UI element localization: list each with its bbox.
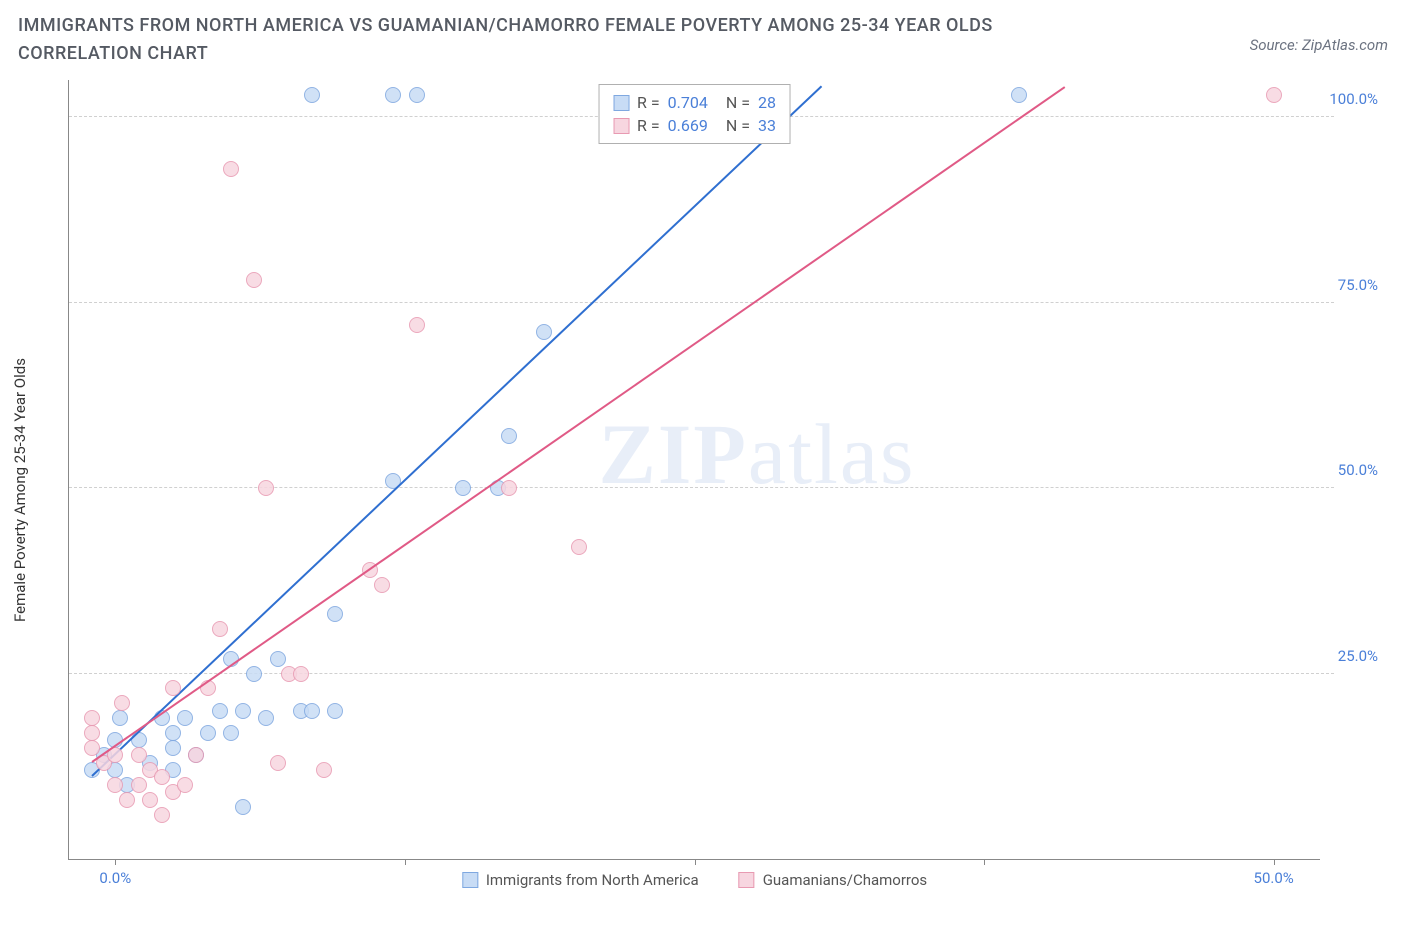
data-point bbox=[154, 769, 170, 785]
legend-stats-row: R = 0.669 N = 33 bbox=[613, 114, 776, 137]
x-tick-label: 0.0% bbox=[99, 869, 131, 887]
data-point bbox=[304, 703, 320, 719]
data-point bbox=[409, 317, 425, 333]
n-value: 33 bbox=[758, 116, 776, 135]
data-point bbox=[165, 725, 181, 741]
data-point bbox=[142, 792, 158, 808]
data-point bbox=[246, 272, 262, 288]
watermark: ZIPatlas bbox=[599, 404, 916, 504]
data-point bbox=[316, 762, 332, 778]
data-point bbox=[327, 703, 343, 719]
data-point bbox=[327, 606, 343, 622]
gridline bbox=[69, 302, 1334, 303]
y-tick-label: 100.0% bbox=[1329, 90, 1378, 108]
data-point bbox=[258, 710, 274, 726]
source-attribution: Source: ZipAtlas.com bbox=[1250, 36, 1388, 54]
y-tick-label: 75.0% bbox=[1338, 276, 1378, 294]
legend-swatch bbox=[462, 872, 478, 888]
stat-label: N = bbox=[726, 116, 750, 135]
data-point bbox=[270, 755, 286, 771]
data-point bbox=[165, 680, 181, 696]
data-point bbox=[258, 480, 274, 496]
data-point bbox=[223, 725, 239, 741]
data-point bbox=[154, 807, 170, 823]
data-point bbox=[235, 799, 251, 815]
legend-item: Guamanians/Chamorros bbox=[739, 871, 927, 889]
data-point bbox=[246, 666, 262, 682]
data-point bbox=[119, 792, 135, 808]
trend-line bbox=[92, 86, 1066, 763]
x-tick-mark bbox=[1274, 859, 1275, 865]
data-point bbox=[131, 747, 147, 763]
legend-swatch bbox=[739, 872, 755, 888]
data-point bbox=[84, 725, 100, 741]
data-point bbox=[112, 710, 128, 726]
data-point bbox=[84, 710, 100, 726]
data-point bbox=[212, 621, 228, 637]
stats-legend: R = 0.704 N = 28 R = 0.669 N = 33 bbox=[598, 84, 791, 144]
data-point bbox=[501, 428, 517, 444]
data-point bbox=[304, 87, 320, 103]
r-value: 0.704 bbox=[668, 93, 708, 112]
x-tick-mark bbox=[115, 859, 116, 865]
data-point bbox=[177, 777, 193, 793]
x-minor-tick bbox=[984, 859, 985, 865]
data-point bbox=[177, 710, 193, 726]
data-point bbox=[1266, 87, 1282, 103]
data-point bbox=[501, 480, 517, 496]
series-name: Guamanians/Chamorros bbox=[763, 871, 927, 889]
data-point bbox=[84, 740, 100, 756]
x-minor-tick bbox=[405, 859, 406, 865]
data-point bbox=[114, 695, 130, 711]
data-point bbox=[235, 703, 251, 719]
y-axis-label: Female Poverty Among 25-34 Year Olds bbox=[11, 358, 29, 622]
x-minor-tick bbox=[695, 859, 696, 865]
n-value: 28 bbox=[758, 93, 776, 112]
data-point bbox=[409, 87, 425, 103]
legend-swatch bbox=[613, 118, 629, 134]
legend-stats-row: R = 0.704 N = 28 bbox=[613, 91, 776, 114]
data-point bbox=[223, 161, 239, 177]
data-point bbox=[107, 777, 123, 793]
stat-label: R = bbox=[637, 116, 660, 135]
series-name: Immigrants from North America bbox=[486, 871, 699, 889]
x-tick-label: 50.0% bbox=[1254, 869, 1294, 887]
data-point bbox=[131, 777, 147, 793]
data-point bbox=[270, 651, 286, 667]
legend-swatch bbox=[613, 95, 629, 111]
y-tick-label: 50.0% bbox=[1338, 461, 1378, 479]
data-point bbox=[536, 324, 552, 340]
data-point bbox=[385, 87, 401, 103]
chart-container: Female Poverty Among 25-34 Year Olds ZIP… bbox=[40, 80, 1380, 900]
r-value: 0.669 bbox=[668, 116, 708, 135]
series-legend: Immigrants from North America Guamanians/… bbox=[462, 871, 927, 889]
legend-item: Immigrants from North America bbox=[462, 871, 699, 889]
data-point bbox=[1011, 87, 1027, 103]
data-point bbox=[374, 577, 390, 593]
stat-label: N = bbox=[726, 93, 750, 112]
data-point bbox=[212, 703, 228, 719]
data-point bbox=[200, 725, 216, 741]
data-point bbox=[455, 480, 471, 496]
chart-title: IMMIGRANTS FROM NORTH AMERICA VS GUAMANI… bbox=[18, 12, 1118, 68]
plot-area: ZIPatlas R =0.704N =28R =0.669N =33 Immi… bbox=[68, 80, 1320, 860]
data-point bbox=[571, 539, 587, 555]
data-point bbox=[188, 747, 204, 763]
y-tick-label: 25.0% bbox=[1338, 647, 1378, 665]
data-point bbox=[165, 740, 181, 756]
data-point bbox=[293, 666, 309, 682]
stat-label: R = bbox=[637, 93, 660, 112]
